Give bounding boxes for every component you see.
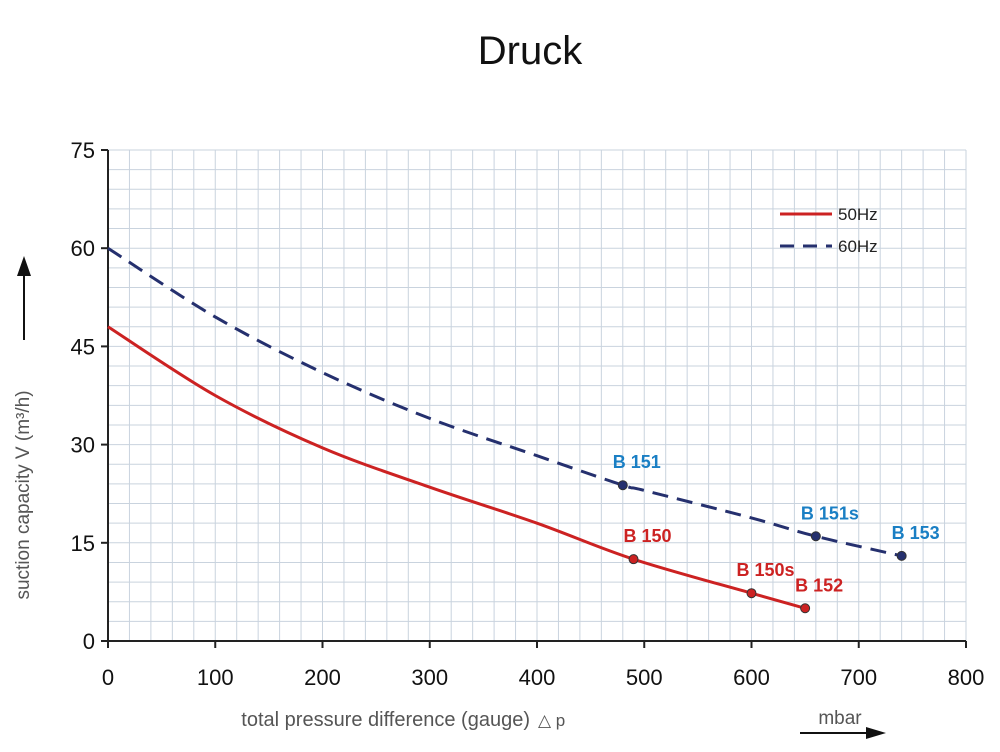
y-tick-label: 75 xyxy=(71,138,95,163)
x-tick-label: 500 xyxy=(626,665,663,690)
model-label: B 150 xyxy=(624,526,672,546)
x-tick-label: 600 xyxy=(733,665,770,690)
legend-label: 60Hz xyxy=(838,237,878,256)
data-point-marker xyxy=(896,550,907,561)
data-point-marker xyxy=(810,531,821,542)
y-tick-label: 30 xyxy=(71,433,95,458)
chart-title: Druck xyxy=(478,29,583,73)
model-label: B 151 xyxy=(613,452,661,472)
data-point-marker xyxy=(617,480,628,491)
data-point-marker xyxy=(800,603,811,614)
data-point-marker xyxy=(628,554,639,565)
series-line-60hz xyxy=(107,246,902,558)
y-tick-label: 45 xyxy=(71,334,95,359)
y-tick-label: 0 xyxy=(83,629,95,654)
x-tick-label: 300 xyxy=(411,665,448,690)
y-axis-arrowhead xyxy=(17,256,31,276)
x-tick-label: 800 xyxy=(948,665,985,690)
model-label: B 150s xyxy=(736,560,794,580)
x-axis-unit: mbar xyxy=(818,708,862,729)
model-label: B 152 xyxy=(795,575,843,595)
x-axis-arrowhead xyxy=(866,727,886,739)
x-tick-label: 400 xyxy=(519,665,556,690)
x-tick-label: 100 xyxy=(197,665,234,690)
x-tick-label: 0 xyxy=(102,665,114,690)
x-axis-label: total pressure difference (gauge) xyxy=(241,709,530,731)
series-layer xyxy=(107,246,902,610)
y-tick-label: 60 xyxy=(71,236,95,261)
series-line-50hz xyxy=(107,325,806,610)
axis-labels: suction capacity V (m³/h) total pressure … xyxy=(13,256,886,739)
y-tick-label: 15 xyxy=(71,531,95,556)
data-point-marker xyxy=(746,588,757,599)
legend: 50Hz 60Hz xyxy=(780,205,878,256)
grid xyxy=(108,149,967,641)
axes: 0 100 200 300 400 500 600 700 800 0 15 30 45 60 75 xyxy=(71,138,985,690)
model-label: B 153 xyxy=(892,523,940,543)
model-label: B 151s xyxy=(801,503,859,523)
x-axis-symbol: △ p xyxy=(538,711,565,730)
x-tick-label: 700 xyxy=(840,665,877,690)
y-axis-label: suction capacity V (m³/h) xyxy=(13,390,34,599)
legend-label: 50Hz xyxy=(838,205,878,224)
x-tick-label: 200 xyxy=(304,665,341,690)
